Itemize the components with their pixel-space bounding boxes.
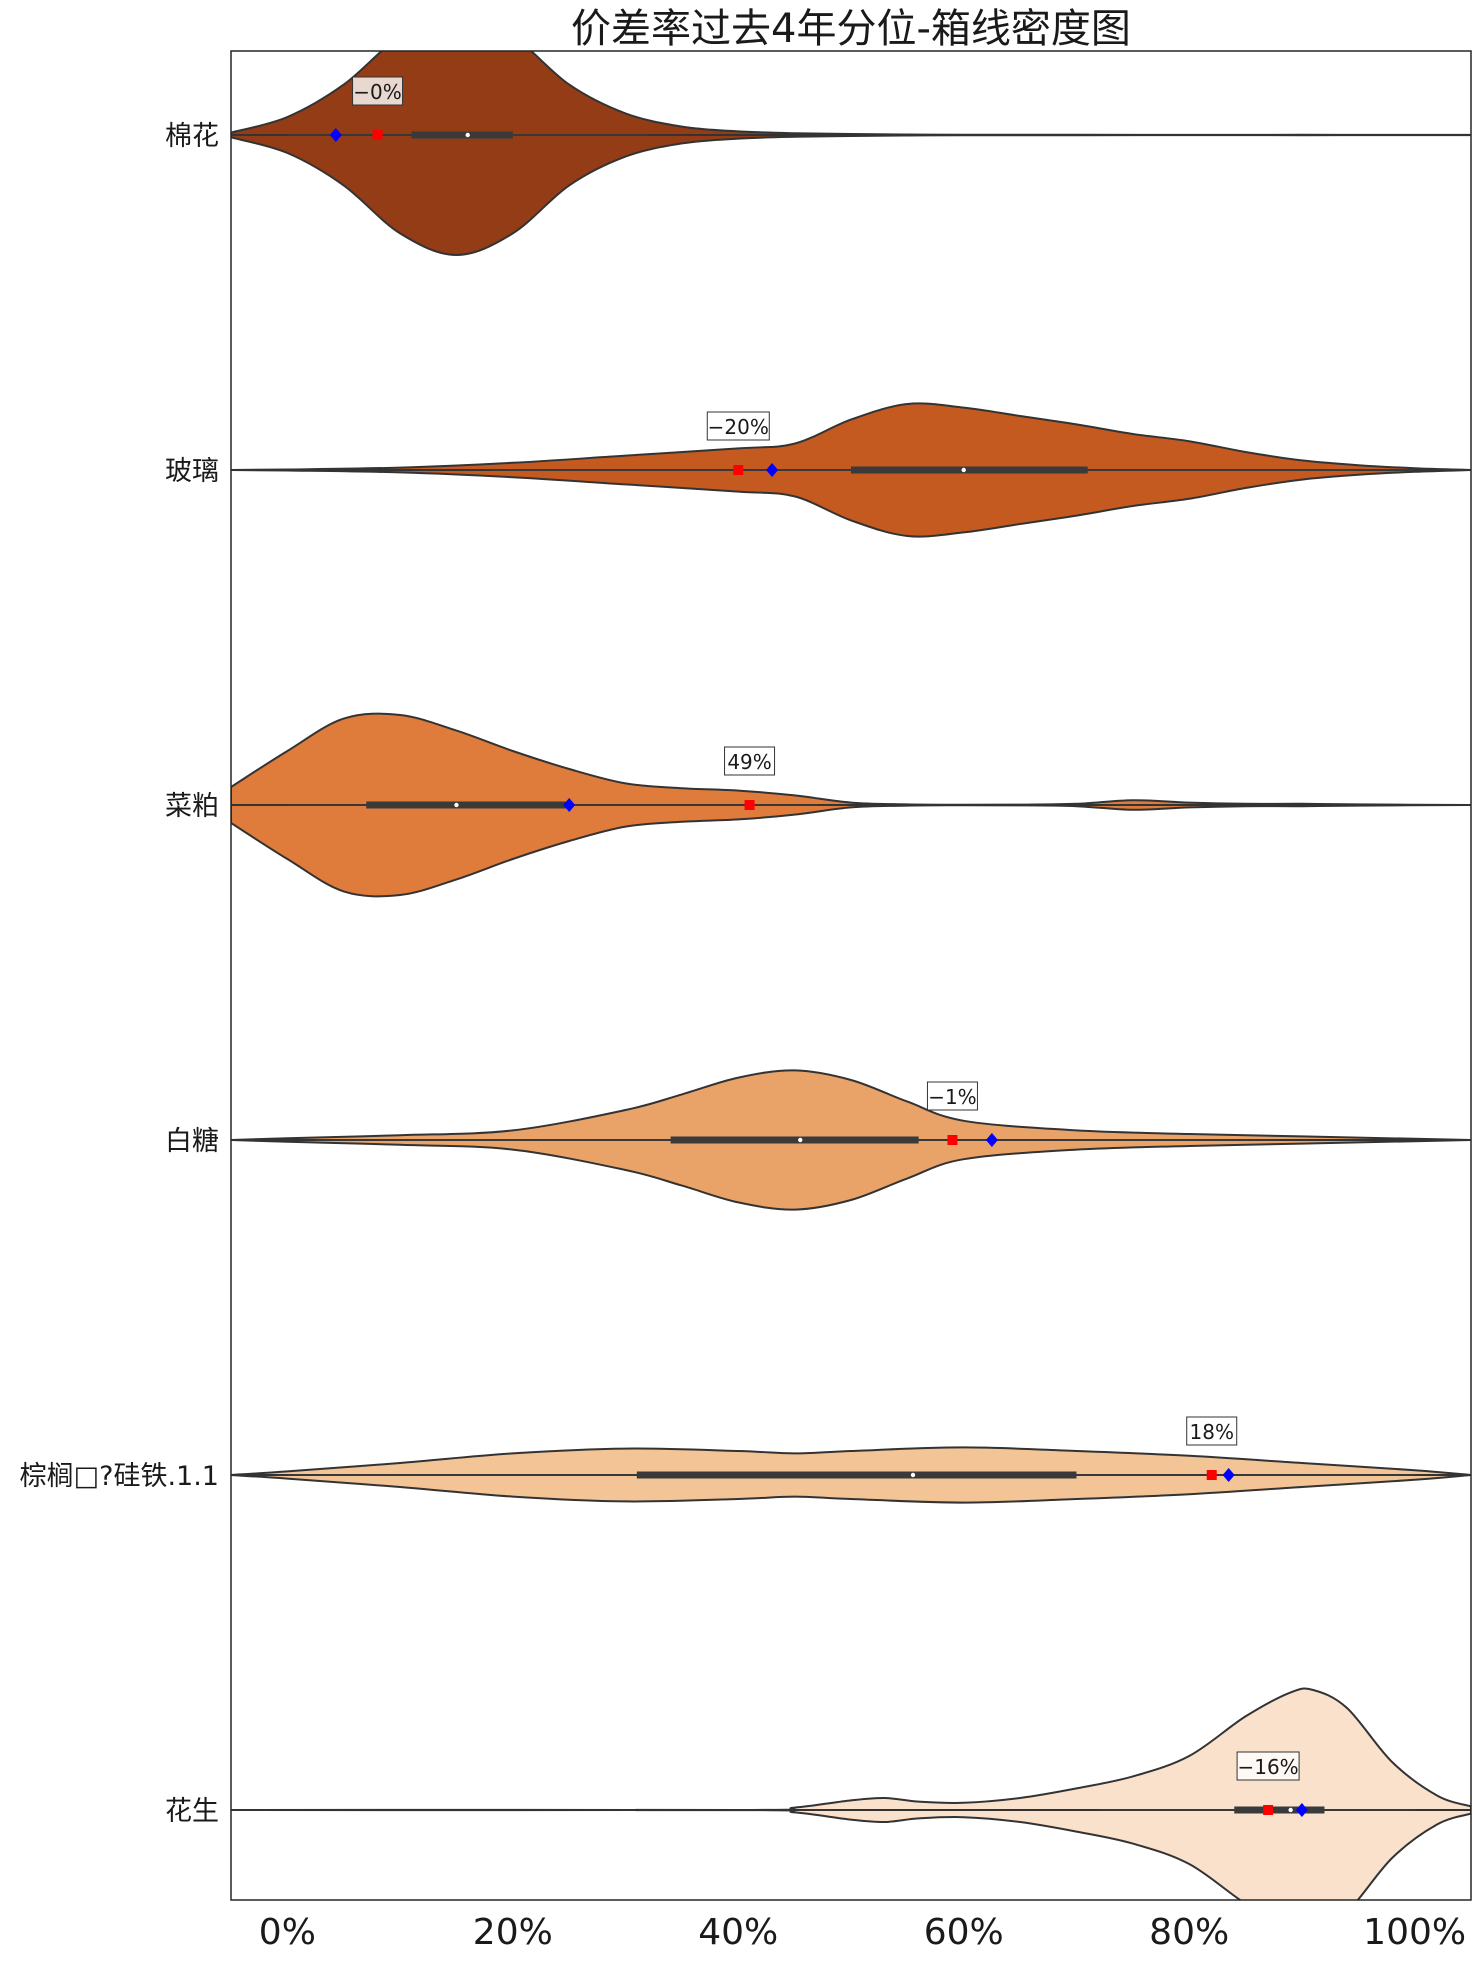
x-tick-label: 0% [259,1912,316,1953]
violin-4 [231,1446,1471,1504]
current-marker [1263,1805,1274,1815]
chart-title: 价差率过去4年分位-箱线密度图 [571,6,1131,52]
annotation-label: −20% [708,415,769,439]
y-tick-label: 棉花 [165,121,219,152]
violin-body [231,51,1471,257]
current-marker [1206,1470,1217,1480]
y-tick-label: 花生 [165,1796,219,1827]
x-tick-label: 80% [1149,1912,1229,1953]
violin-3 [231,1069,1471,1211]
previous-marker [1222,1468,1235,1482]
annotation-label: −1% [928,1085,977,1109]
current-marker [947,1135,958,1145]
annotation-1: −20% [706,411,770,441]
annotation-box [926,1081,978,1111]
annotation-box [1186,1416,1238,1446]
current-marker [733,465,744,475]
current-marker [744,800,755,810]
median-dot [961,467,966,473]
median-dot [454,802,459,808]
current-marker [372,130,383,140]
markers-layer [329,128,1308,1817]
y-tick-label: 棕榈□?硅铁.1.1 [20,1461,219,1492]
annotation-box [724,746,776,776]
y-tick-label: 白糖 [165,1126,219,1157]
x-tick-label: 40% [698,1912,778,1953]
median-dot [465,132,470,138]
y-tick-label: 玻璃 [165,456,219,487]
annotations-layer: −0% −20% 49% −1% 18% −16% [352,76,1300,1781]
previous-marker [766,463,779,477]
annotation-label: 49% [727,750,771,774]
x-axis: 0% 20% 40% 60% 80% 100% [259,1912,1466,1953]
y-tick-label: 菜粕 [165,791,219,822]
annotation-3: −1% [926,1081,978,1111]
annotation-4: 18% [1186,1416,1238,1446]
annotation-box [1236,1751,1300,1781]
previous-marker [1295,1803,1308,1817]
x-tick-label: 100% [1363,1912,1466,1953]
x-tick-label: 20% [473,1912,553,1953]
annotation-label: −16% [1237,1755,1298,1779]
annotation-0: −0% [352,76,404,106]
previous-marker [563,798,576,812]
annotation-box [352,76,404,106]
median-dot [910,1472,916,1478]
plot-frame [230,50,1472,1901]
violin-1 [231,402,1471,538]
violin-0 [231,51,1471,257]
previous-marker [329,128,342,142]
violin-body [231,1687,1471,1900]
median-dot [798,1137,803,1143]
median-dot [1288,1807,1293,1813]
annotation-label: −0% [353,80,402,104]
annotation-2: 49% [724,746,776,776]
x-tick-label: 60% [924,1912,1004,1953]
annotation-box [706,411,770,441]
previous-marker [985,1133,998,1147]
annotation-5: −16% [1236,1751,1300,1781]
annotation-label: 18% [1190,1420,1234,1444]
